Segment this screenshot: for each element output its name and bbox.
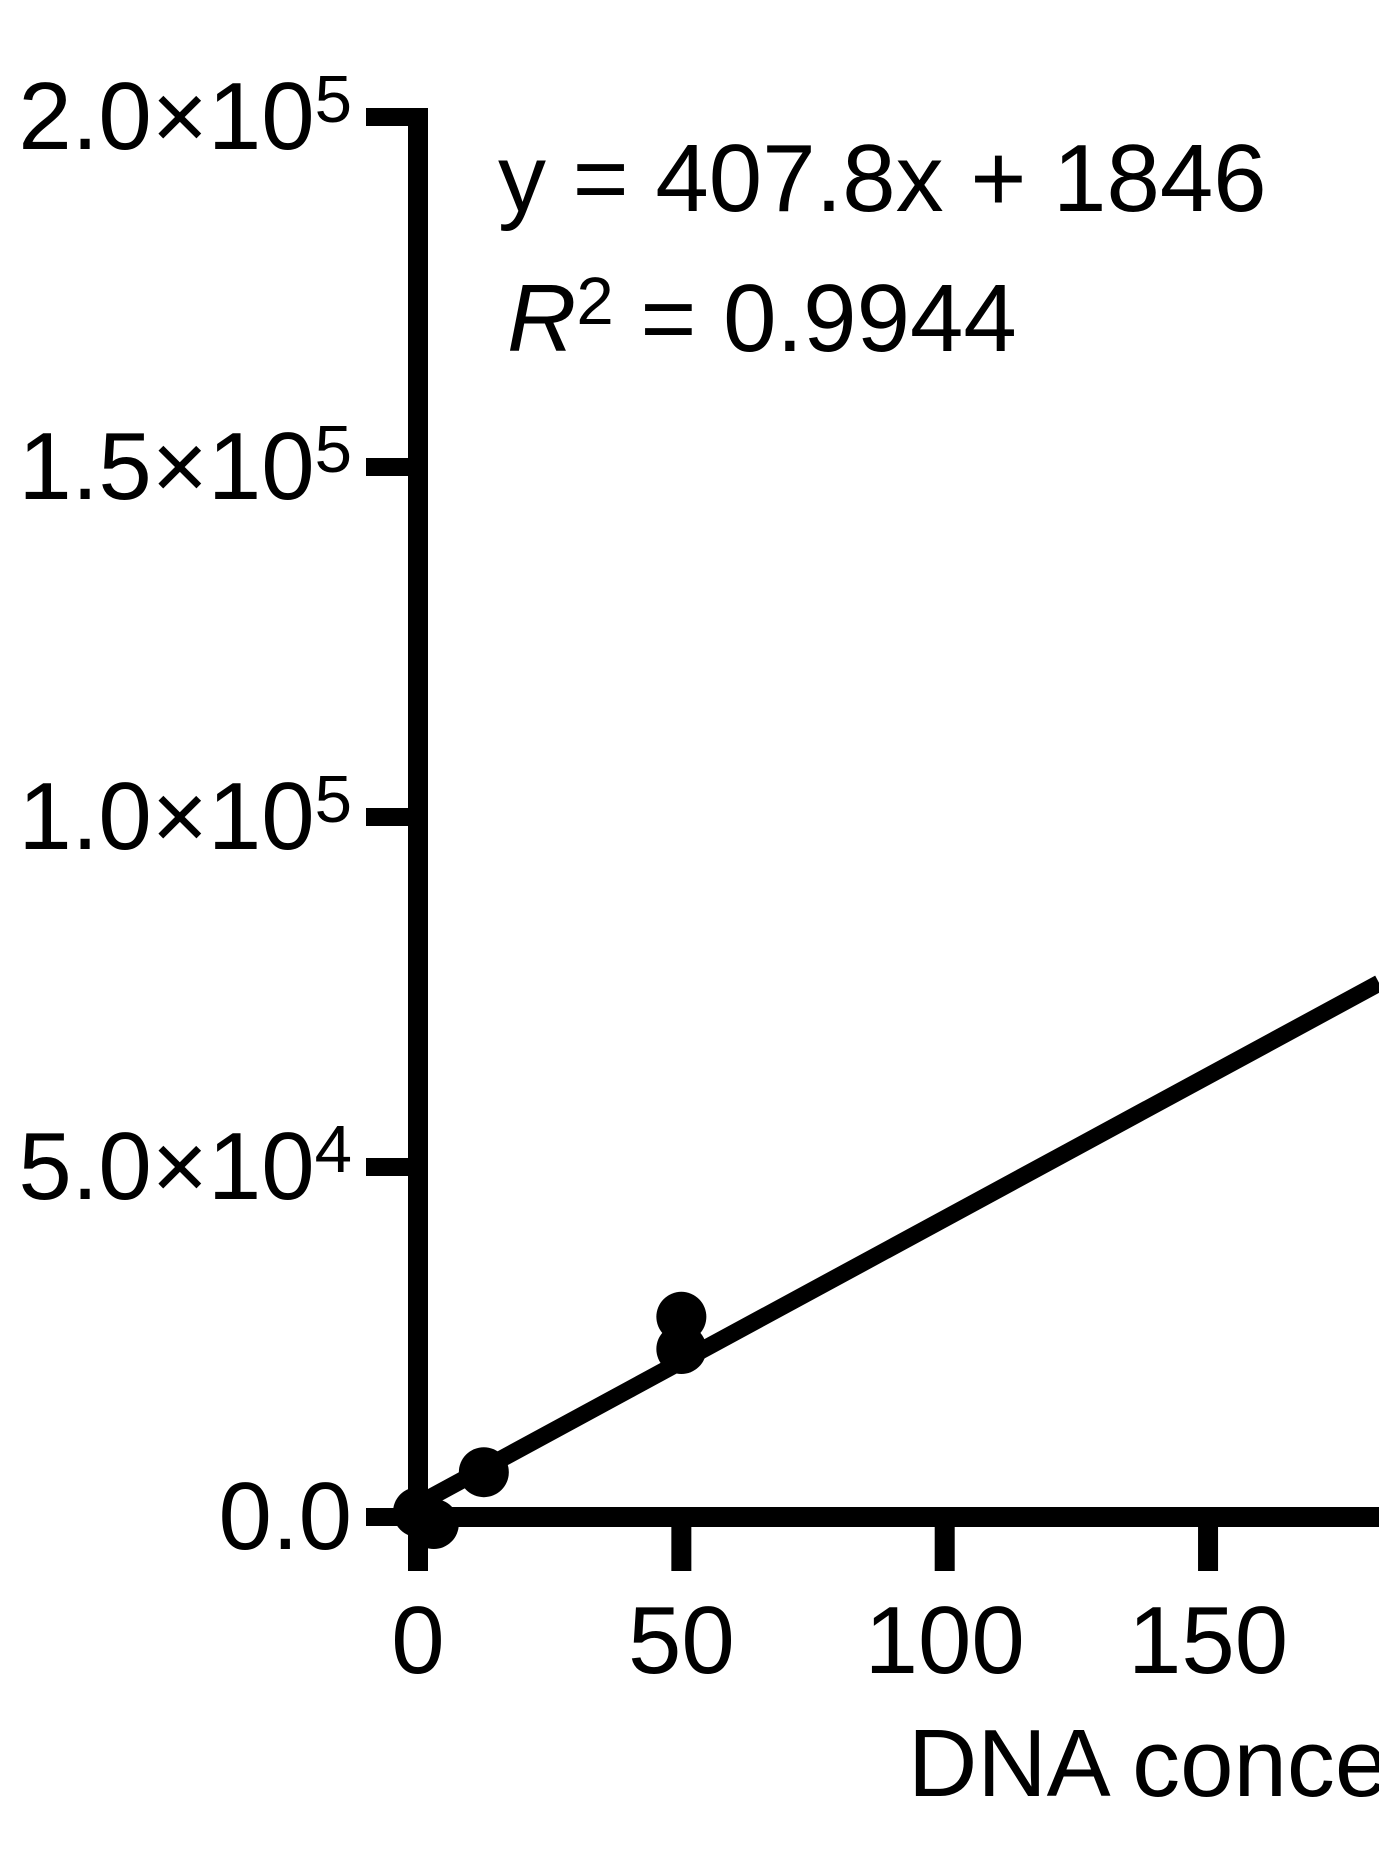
y-axis-tick-label: 5.0×104 xyxy=(0,1116,352,1215)
x-axis-line xyxy=(408,1507,1379,1527)
y-tick-text: 1.0×10 xyxy=(18,763,315,870)
equation-text: y = 407.8x + 1846 xyxy=(498,125,1267,232)
y-tick-text: 2.0×10 xyxy=(18,63,315,170)
y-tick-exponent: 4 xyxy=(314,1112,352,1188)
data-point xyxy=(656,1291,707,1342)
r-exponent: 2 xyxy=(576,264,614,340)
r-squared-value: = 0.9944 xyxy=(613,265,1017,372)
y-tick-text: 0.0 xyxy=(218,1463,352,1570)
x-axis-tick-label: 50 xyxy=(627,1587,735,1694)
r-squared-annotation: R2 = 0.9944 xyxy=(507,268,1017,367)
data-point xyxy=(458,1447,509,1498)
y-axis-tick xyxy=(366,458,408,476)
x-axis-tick xyxy=(934,1527,955,1571)
y-axis-tick xyxy=(366,1158,408,1176)
x-axis-tick-label: 100 xyxy=(864,1587,1025,1694)
y-tick-exponent: 5 xyxy=(314,762,352,838)
y-axis-line xyxy=(408,108,428,1527)
x-axis-tick-label: 0 xyxy=(391,1587,445,1694)
y-tick-text: 5.0×10 xyxy=(18,1113,315,1220)
y-axis-tick-label: 0.0 xyxy=(0,1469,352,1565)
y-axis-tick xyxy=(366,108,408,126)
r-symbol: R xyxy=(507,265,577,372)
y-axis-tick xyxy=(366,808,408,826)
x-axis-tick-label: 150 xyxy=(1127,1587,1289,1694)
y-axis-tick-label: 2.0×105 xyxy=(0,66,352,165)
regression-line xyxy=(413,975,1379,1512)
y-tick-exponent: 5 xyxy=(314,412,352,488)
x-axis-tick xyxy=(1198,1527,1219,1571)
data-point xyxy=(408,1499,459,1549)
x-axis-tick xyxy=(671,1527,692,1571)
x-axis-title: DNA conce xyxy=(908,1710,1379,1817)
regression-equation: y = 407.8x + 1846 xyxy=(498,131,1267,227)
y-tick-text: 1.5×10 xyxy=(18,413,315,520)
y-axis-tick-label: 1.5×105 xyxy=(0,416,352,515)
y-tick-exponent: 5 xyxy=(314,62,352,138)
y-axis-tick-label: 1.0×105 xyxy=(0,766,352,865)
